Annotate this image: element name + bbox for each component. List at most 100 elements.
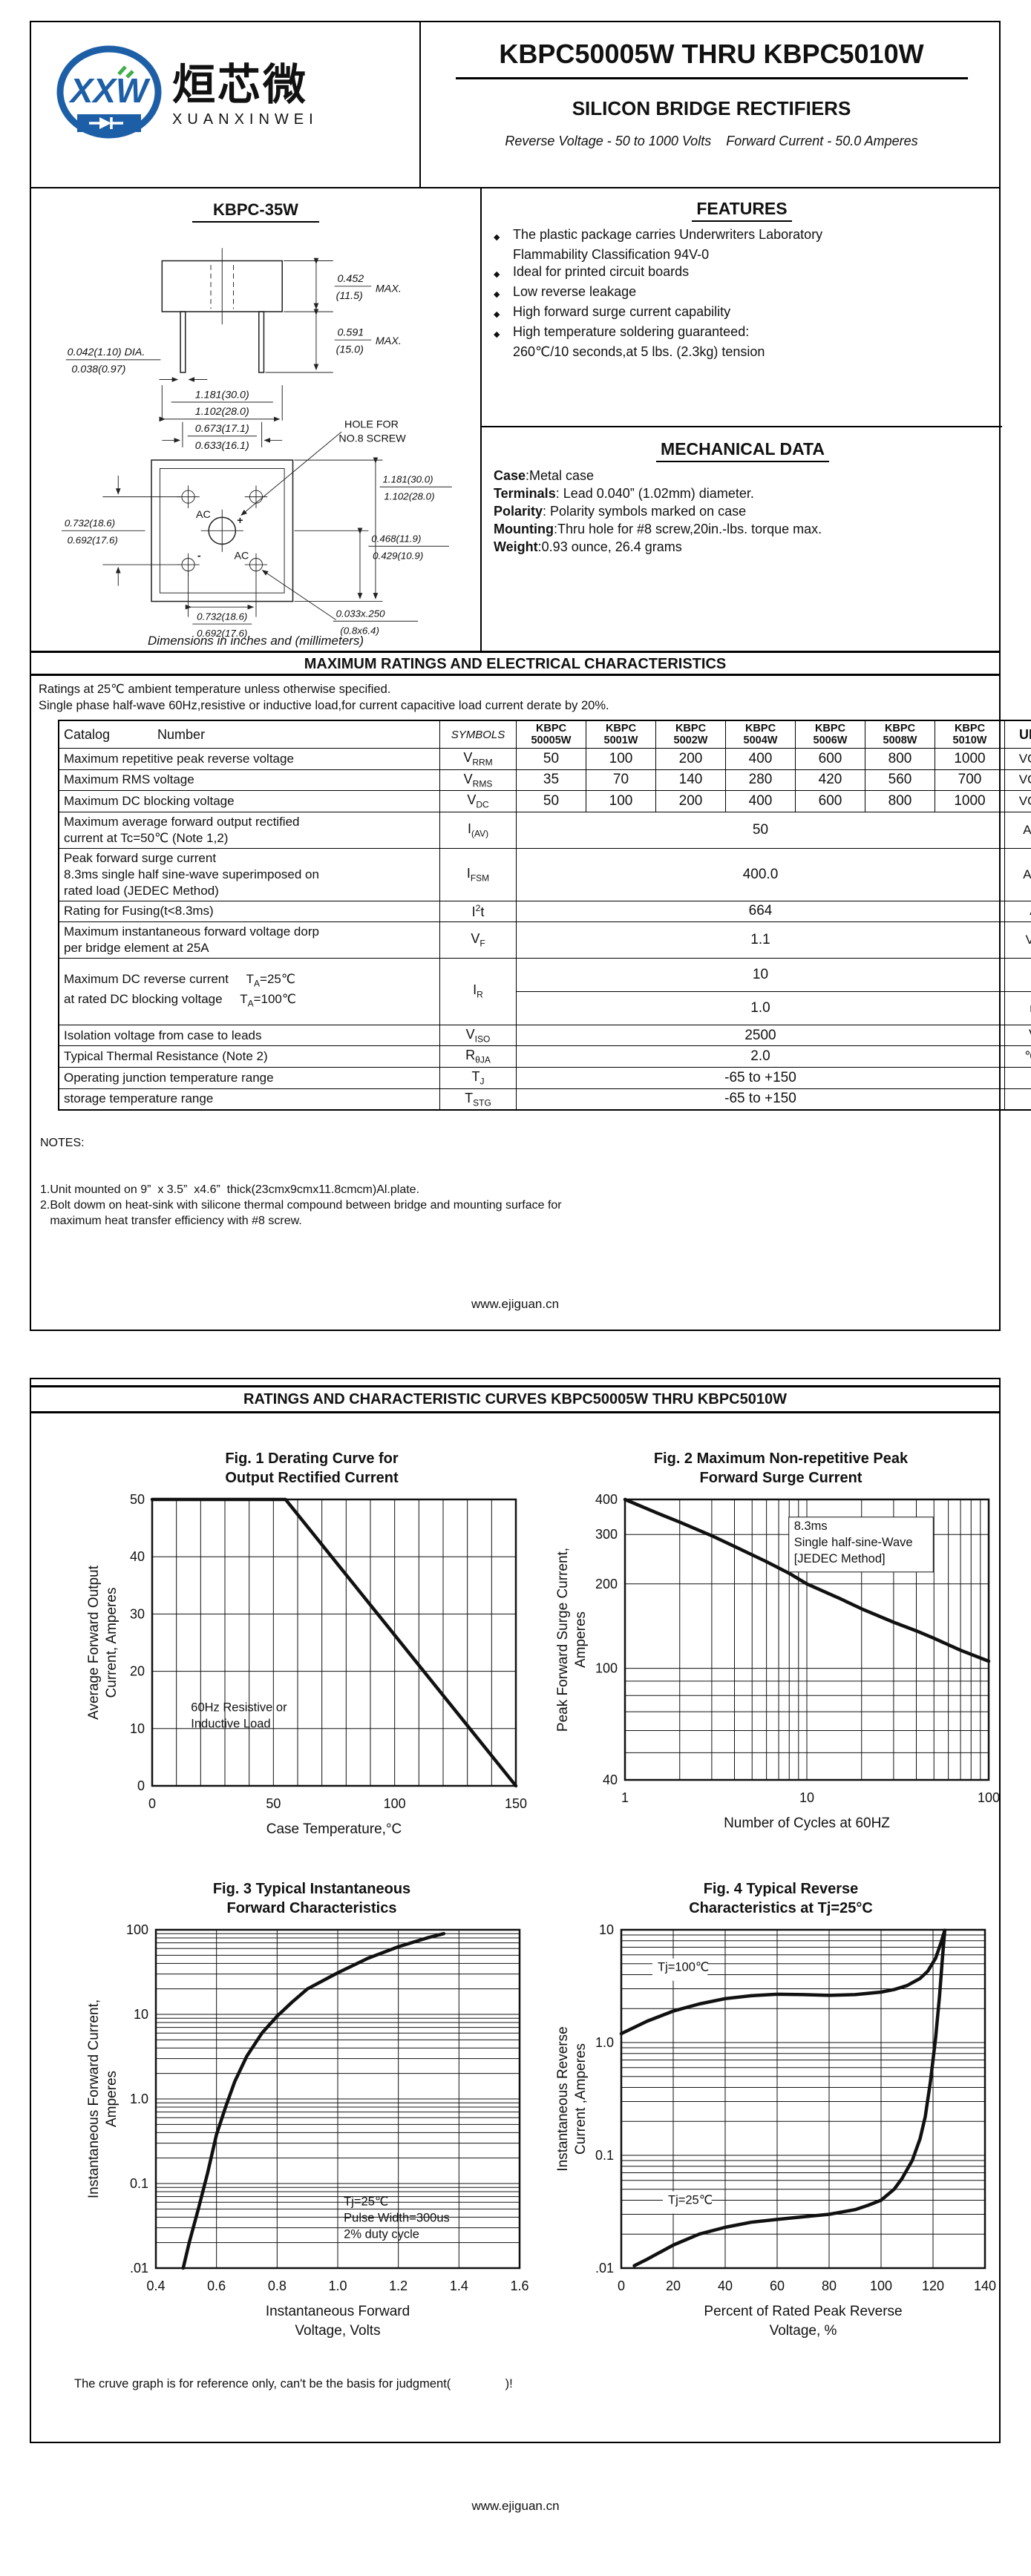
feature-item: ◆ Low reverse leakage [482, 283, 1002, 303]
x-axis-title: Percent of Rated Peak Reverse [704, 2304, 902, 2319]
header: XXW 烜芯微 XUANXINWEI KBPC50005W THRU KBPC5… [31, 22, 999, 188]
y-axis-title: Instantaneous Reverse [555, 2026, 571, 2171]
figure-title-line: Fig. 4 Typical Reverse [703, 1881, 859, 1897]
annotation-text: Tj=100℃ [658, 1961, 709, 1974]
part-name-line: 5001W [603, 735, 638, 746]
value-cell: 1.0 [516, 990, 1005, 1025]
parameter-line: current at Tc=50℃ (Note 1,2) [64, 830, 229, 845]
y-tick-label: .01 [130, 2261, 148, 2276]
table-row: Isolation voltage from case to leads VISO… [58, 1024, 1031, 1047]
units-cell: VAC [1004, 1024, 1031, 1047]
tagline: Reverse Voltage - 50 to 1000 Volts Forwa… [505, 134, 918, 148]
feature-text: Low reverse leakage [513, 284, 637, 299]
mechanical-text: : Polarity symbols marked on case [543, 504, 747, 519]
value-cell: 2.0 [516, 1045, 1005, 1068]
annotation-text: 2% duty cycle [344, 2228, 419, 2241]
y-tick-label: 30 [130, 1606, 145, 1621]
parameter-line: storage temperature range [64, 1091, 214, 1106]
column-header-symbols: SYMBOLS [439, 720, 517, 749]
catalog-label: Catalog [64, 726, 111, 742]
value-cell: 800 [865, 748, 935, 770]
dim-label: 0.033x.250 [336, 608, 386, 620]
mechanical-item: Case:Metal case [494, 467, 992, 484]
units-cell: Amps [1004, 847, 1031, 901]
page-title: KBPC50005W THRU KBPC5010W [499, 39, 924, 69]
ratings-condition-line: Single phase half-wave 60Hz,resistive or… [39, 699, 609, 712]
parameter-line: Rating for Fusing(t<8.3ms) [64, 904, 214, 919]
mechanical-text: : Lead 0.040” (1.02mm) diameter. [555, 486, 754, 501]
feature-text: The plastic package carries Underwriters… [513, 227, 823, 242]
feature-text: High forward surge current capability [513, 304, 731, 319]
value-cell: 400 [725, 790, 796, 812]
figure-1-title: Fig. 1 Derating Curve for Output Rectifie… [82, 1449, 542, 1489]
package-drawing-panel: KBPC-35W 0.452 [31, 187, 480, 651]
mechanical-text: :Metal case [526, 468, 595, 483]
dim-label: MAX. [376, 283, 402, 295]
table-row: Maximum average forward output rectified… [58, 811, 1031, 849]
parameter-line: Peak forward surge current [64, 850, 217, 865]
dim-label: 0.732(18.6) [197, 611, 247, 622]
annotation-text: 60Hz Resistive or [191, 1701, 287, 1715]
figure-1: Fig. 1 Derating Curve for Output Rectifie… [82, 1449, 542, 1875]
feature-text: Flammability Classification 94V-0 [513, 247, 710, 262]
column-header-part: KBPC 5008W [865, 720, 935, 749]
notes-heading: NOTES: [40, 1137, 85, 1149]
x-tick-label: 100 [384, 1796, 406, 1811]
note-line: 2.Bolt dowm on heat-sink with silicone t… [40, 1199, 562, 1212]
parameter-cell: Maximum RMS voltage [58, 769, 440, 792]
mechanical-text: :0.93 ounce, 26.4 grams [537, 539, 682, 554]
table-row: Maximum RMS voltage VRMS 35 70 140 280 420 560 7… [58, 769, 1031, 792]
symbol-cell: I(AV) [439, 811, 517, 849]
features-heading: FEATURES [482, 199, 1002, 222]
value-cell: 200 [655, 748, 726, 770]
package-name: KBPC-35W [31, 200, 480, 223]
parameter-cell: Typical Thermal Resistance (Note 2) [58, 1045, 440, 1068]
plot-frame [151, 1498, 517, 1787]
table-row: 1.0mA [59, 990, 1031, 1025]
symbol-cell: IFSM [439, 847, 517, 901]
x-tick-label: 10 [799, 1790, 814, 1805]
table-header-row: Catalog Number SYMBOLS KBPC 50005W KBPC 5001W K… [58, 720, 1031, 749]
figure-title-line: Characteristics at Tj=25°C [689, 1900, 873, 1916]
brand-name-latin: XUANXINWEI [172, 111, 318, 128]
table-row: Maximum DC reverse current TA=25℃ at rate… [58, 957, 1031, 1025]
units-cell: Volts [1004, 921, 1031, 959]
y-tick-label: 1.0 [595, 2035, 614, 2050]
x-tick-label: 1.2 [389, 2278, 408, 2293]
brand-logo: XXW 烜芯微 XUANXINWEI [53, 43, 318, 148]
ratings-conditions: Ratings at 25℃ ambient temperature unles… [39, 681, 609, 714]
annotation-text: [JEDEC Method] [794, 1552, 886, 1565]
figure-4: Fig. 4 Typical Reverse Characteristics at… [551, 1879, 1011, 2379]
annotation-box [652, 1958, 708, 1981]
symbol-cell: IR [439, 957, 517, 1025]
bullet-spacer [494, 246, 513, 263]
feature-item: ◆ The plastic package carries Underwriter… [482, 226, 1002, 246]
number-label: Number [157, 726, 206, 742]
terminal-label: + [237, 515, 243, 527]
mechanical-item: Polarity: Polarity symbols marked on cas… [494, 502, 992, 520]
feature-text: High temperature soldering guaranteed: [513, 324, 750, 339]
bullet-spacer [494, 344, 513, 361]
units-cell: ℃ [1004, 1088, 1031, 1111]
bullet-icon: ◆ [494, 270, 500, 279]
y-axis-title: Current, Amperes [104, 1588, 120, 1698]
x-tick-label: 0.4 [146, 2278, 165, 2293]
note-line: 1.Unit mounted on 9” x 3.5” x4.6” thick(… [40, 1183, 420, 1196]
dim-label: 0.429(10.9) [373, 550, 423, 561]
part-name-line: KBPC [535, 723, 567, 735]
y-tick-label: 0 [137, 1778, 145, 1793]
curves-banner: RATINGS AND CHARACTERISTIC CURVES KBPC50… [31, 1385, 999, 1413]
y-axis-title: Amperes [104, 2071, 120, 2127]
data-curve [150, 1497, 518, 1788]
units-cell: ℃/W [1004, 1045, 1031, 1068]
y-axis-title: Peak Forward Surge Current, [555, 1548, 571, 1732]
bullet-icon: ◆ [494, 310, 500, 319]
dim-label: 0.452 [337, 273, 364, 285]
dim-label: 0.692(17.6) [197, 628, 247, 639]
parameter-line: Maximum repetitive peak reverse voltage [64, 751, 294, 766]
parameter-cell: Peak forward surge current 8.3ms single h… [58, 847, 440, 901]
parameter-line: Operating junction temperature range [64, 1070, 274, 1085]
info-panel: FEATURES ◆ The plastic package carries Un… [480, 187, 1002, 651]
feature-item: Flammability Classification 94V-0 [482, 246, 1002, 263]
